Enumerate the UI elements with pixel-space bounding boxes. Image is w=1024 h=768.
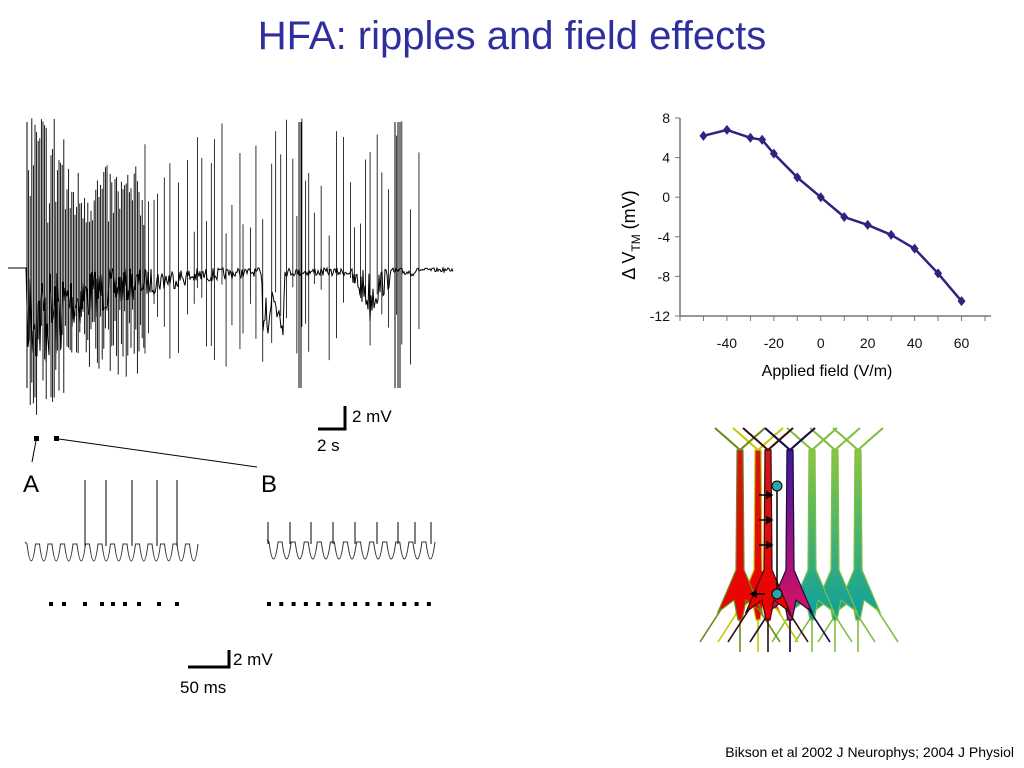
marker-a <box>34 436 39 441</box>
pyramidal-neurons <box>699 427 899 652</box>
citation: Bikson et al 2002 J Neurophys; 2004 J Ph… <box>725 744 1014 760</box>
spike-dot <box>175 602 179 606</box>
slide-title: HFA: ripples and field effects <box>257 14 767 58</box>
neuron-diagram <box>699 427 899 652</box>
neuron <box>817 427 899 652</box>
spike-dot <box>390 602 394 606</box>
neuron <box>749 427 831 652</box>
neuron <box>771 427 853 652</box>
spike-dot <box>291 602 296 606</box>
data-point <box>816 192 825 203</box>
connector-b <box>58 438 258 468</box>
data-point <box>699 130 708 141</box>
chart-ticks: 840-4-8-12-40 -20 0 20 40 60 <box>650 110 986 351</box>
scale-bar-bottom <box>188 650 231 669</box>
spike-markers-b <box>267 602 431 606</box>
spike-dot <box>137 602 141 606</box>
spike-dot <box>111 602 115 606</box>
spike-dot <box>62 602 66 606</box>
spike-dot <box>157 602 161 606</box>
data-point <box>793 172 802 183</box>
spike-dot <box>303 602 308 606</box>
inset-trace-b <box>266 522 436 560</box>
spike-dot <box>267 602 271 606</box>
data-point <box>910 243 919 254</box>
field-arrows <box>749 490 774 599</box>
chart-axes <box>679 118 991 317</box>
scale-bar-top <box>318 406 347 431</box>
spike-dot <box>328 602 333 606</box>
x-tick-label: -20 <box>764 335 784 351</box>
marker-b <box>54 436 59 441</box>
data-point <box>722 124 731 135</box>
neuron <box>794 427 876 652</box>
data-point <box>746 132 755 143</box>
data-point <box>887 229 896 240</box>
x-axis-label: Applied field (V/m) <box>762 363 893 380</box>
charge-negative-icon <box>771 588 783 600</box>
y-axis-label: Δ VTM (mV) <box>619 190 643 279</box>
data-point <box>957 296 966 307</box>
data-point <box>840 212 849 222</box>
spike-dot <box>377 602 382 606</box>
y-tick-label: -8 <box>658 268 671 284</box>
x-tick-label: 20 <box>860 335 876 351</box>
spike-dot <box>365 602 370 606</box>
voltage-trace-figure: 2 mV 2 s A B 2 mV 50 ms <box>8 118 454 697</box>
spike-dot <box>49 602 53 606</box>
x-tick-label: -40 <box>717 335 737 351</box>
spike-dot <box>414 602 419 606</box>
x-tick-label: 0 <box>817 335 825 351</box>
series-line <box>703 128 963 302</box>
trace-baseline <box>8 266 454 362</box>
scale-top-time: 2 s <box>317 436 340 455</box>
inset-label-b: B <box>261 471 277 498</box>
data-point <box>934 268 943 279</box>
scale-bottom-time: 50 ms <box>180 678 226 697</box>
data-point <box>758 134 767 145</box>
spike-dot <box>279 602 284 606</box>
spike-markers-a <box>49 602 179 606</box>
scale-bottom-voltage: 2 mV <box>233 650 273 669</box>
inset-trace-line <box>266 539 436 560</box>
y-tick-label: 0 <box>662 189 670 205</box>
y-tick-label: 8 <box>662 110 670 126</box>
y-tick-label: -4 <box>658 229 671 245</box>
chart-series <box>699 124 966 307</box>
inset-trace-a <box>24 480 199 562</box>
neuron <box>727 427 809 652</box>
x-tick-label: 40 <box>907 335 923 351</box>
spike-dot <box>340 602 345 606</box>
spike-dot <box>316 602 321 606</box>
main-voltage-trace <box>8 118 454 415</box>
inset-trace-line <box>24 541 199 562</box>
data-point <box>769 148 778 159</box>
spike-dot <box>402 602 407 606</box>
field-effect-chart: 840-4-8-12-40 -20 0 20 40 60 Applied field (V… <box>619 110 991 380</box>
y-tick-label: -12 <box>650 308 670 324</box>
spike-dot <box>100 602 104 606</box>
charge-positive-icon <box>771 480 783 492</box>
spike-dot <box>353 602 358 606</box>
spike-dot <box>123 602 127 606</box>
data-point <box>863 219 872 230</box>
spike-dot <box>426 602 431 606</box>
scale-top-voltage: 2 mV <box>352 407 392 426</box>
inset-label-a: A <box>23 471 39 498</box>
y-tick-label: 4 <box>662 150 670 166</box>
spike-dot <box>83 602 87 606</box>
x-tick-label: 60 <box>954 335 970 351</box>
connector-a <box>31 440 37 463</box>
